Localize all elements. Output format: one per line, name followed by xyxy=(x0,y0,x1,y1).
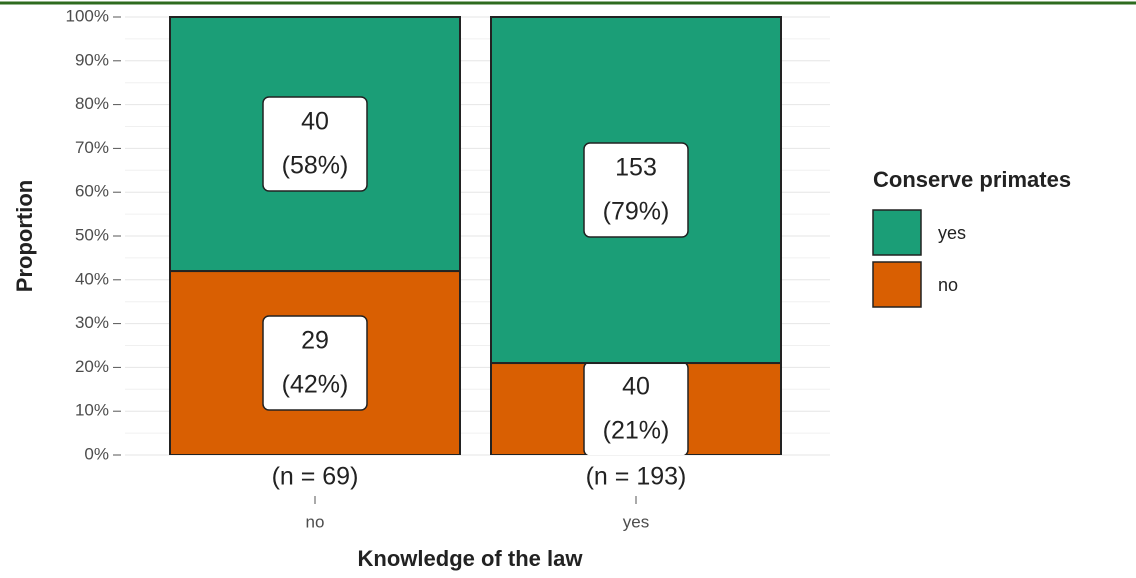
y-tick-label: 90% xyxy=(75,50,109,69)
count-label: 40 xyxy=(301,108,329,136)
x-tick-label: yes xyxy=(623,512,649,531)
n-label: (n = 193) xyxy=(586,463,687,491)
y-axis-title: Proportion xyxy=(12,180,37,292)
label-box xyxy=(262,315,368,411)
label-box xyxy=(583,142,689,238)
y-tick-label: 0% xyxy=(84,444,109,463)
percent-label: (79%) xyxy=(603,198,670,226)
legend-label: yes xyxy=(938,223,966,243)
legend-key xyxy=(872,209,922,256)
legend-key xyxy=(872,261,922,308)
count-label: 153 xyxy=(615,154,657,182)
y-tick-label: 80% xyxy=(75,94,109,113)
count-label: 40 xyxy=(622,373,650,401)
y-tick-label: 50% xyxy=(75,225,109,244)
count-label: 29 xyxy=(301,327,329,355)
percent-label: (42%) xyxy=(282,371,349,399)
y-tick-label: 60% xyxy=(75,182,109,201)
percent-label: (21%) xyxy=(603,417,670,445)
n-label: (n = 69) xyxy=(272,463,359,491)
x-axis-title: Knowledge of the law xyxy=(358,546,584,571)
label-box xyxy=(262,96,368,192)
y-tick-label: 70% xyxy=(75,138,109,157)
y-tick-label: 40% xyxy=(75,269,109,288)
legend-title: Conserve primates xyxy=(873,167,1071,192)
y-tick-label: 20% xyxy=(75,357,109,376)
x-tick-label: no xyxy=(306,512,325,531)
legend-label: no xyxy=(938,275,958,295)
y-tick-label: 30% xyxy=(75,313,109,332)
y-tick-label: 100% xyxy=(66,6,109,25)
bars: 29 (42%) 40 (58%) 40 (21%) 153 (79%) xyxy=(169,16,782,455)
percent-label: (58%) xyxy=(282,152,349,180)
y-tick-label: 10% xyxy=(75,401,109,420)
